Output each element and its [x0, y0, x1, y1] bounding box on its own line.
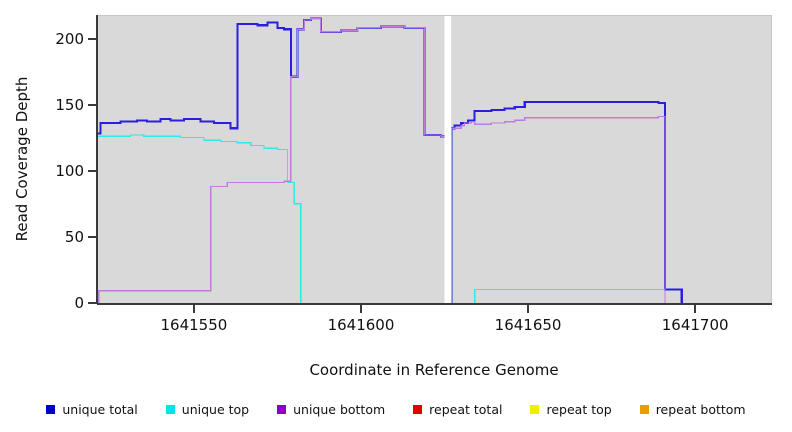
y-tick-mark — [88, 169, 96, 172]
y-tick-mark — [88, 235, 96, 238]
legend-label: unique bottom — [293, 401, 386, 417]
y-tick-mark — [88, 302, 96, 304]
legend-label: unique top — [181, 401, 250, 417]
legend-swatch-icon — [530, 404, 540, 414]
legend-swatch-icon — [277, 404, 287, 414]
legend-swatch-icon — [46, 404, 56, 414]
y-tick-mark — [88, 37, 96, 40]
x-tick-mark — [359, 305, 362, 313]
legend-label: unique total — [62, 401, 138, 417]
legend-item-unique-total[interactable]: unique total — [46, 401, 138, 417]
y-axis-title: Read Coverage Depth — [13, 76, 31, 242]
legend-swatch-icon — [413, 404, 423, 414]
legend-item-unique-top[interactable]: unique top — [165, 401, 250, 417]
x-tick-label: 1641700 — [661, 316, 729, 334]
y-tick-mark — [88, 103, 96, 106]
plot-svg — [97, 16, 772, 304]
plot-panel — [97, 15, 772, 304]
y-tick-label: 50 — [64, 227, 84, 246]
legend-swatch-icon — [165, 404, 175, 414]
legend-swatch-icon — [639, 404, 649, 414]
legend-label: repeat total — [429, 401, 503, 417]
x-tick-label: 1641600 — [327, 316, 395, 334]
x-tick-mark — [192, 305, 195, 313]
series-layer — [97, 17, 772, 304]
legend-label: repeat top — [546, 401, 612, 417]
x-tick-mark — [694, 305, 697, 313]
series-line-unique-bottom — [97, 17, 772, 304]
legend-item-unique-bottom[interactable]: unique bottom — [277, 402, 385, 417]
x-tick-mark — [527, 305, 530, 313]
y-tick-label: 0 — [74, 294, 84, 312]
series-line-unique-top — [97, 134, 772, 304]
chart-legend: unique total unique top unique bottom repea… — [0, 399, 792, 419]
x-tick-label: 1641550 — [160, 316, 228, 334]
legend-item-repeat-total[interactable]: repeat total — [413, 402, 502, 417]
x-axis-title: Coordinate in Reference Genome — [309, 361, 559, 379]
x-tick-label: 1641650 — [494, 316, 562, 334]
legend-item-repeat-top[interactable]: repeat top — [530, 401, 612, 417]
x-axis-line — [97, 303, 772, 305]
legend-item-repeat-bottom[interactable]: repeat bottom — [639, 401, 746, 417]
y-tick-label: 100 — [55, 161, 84, 180]
series-line-unique-total — [97, 17, 772, 304]
legend-label: repeat bottom — [655, 401, 746, 417]
y-tick-label: 200 — [55, 29, 84, 48]
data-gap-mask — [444, 16, 452, 304]
y-tick-label: 150 — [55, 95, 84, 114]
y-axis-line — [96, 15, 98, 304]
